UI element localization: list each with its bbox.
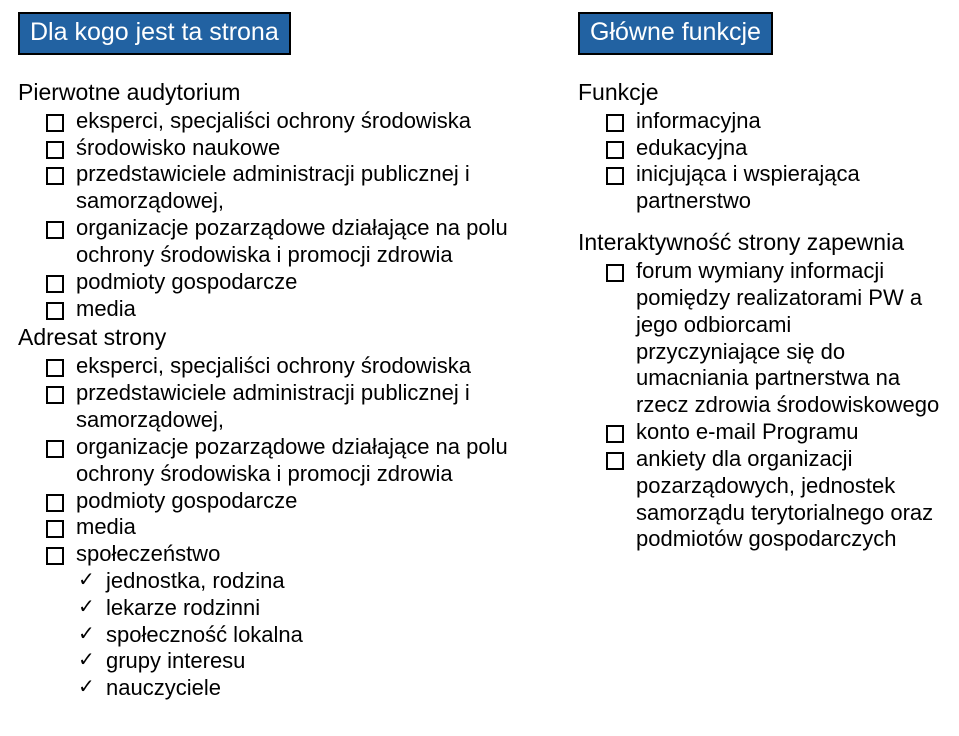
list-item: przedstawiciele administracji publicznej… — [46, 161, 548, 215]
list-item: eksperci, specjaliści ochrony środowiska — [46, 108, 548, 135]
list-item: przedstawiciele administracji publicznej… — [46, 380, 548, 434]
list-item: środowisko naukowe — [46, 135, 548, 162]
left-title-box: Dla kogo jest ta strona — [18, 12, 291, 55]
list-item: organizacje pozarządowe działające na po… — [46, 215, 548, 269]
left-list-1: eksperci, specjaliści ochrony środowiska… — [46, 108, 548, 323]
list-item: podmioty gospodarcze — [46, 269, 548, 296]
right-column: Główne funkcje Funkcje informacyjna eduk… — [578, 12, 941, 702]
list-item: informacyjna — [606, 108, 941, 135]
list-item: grupy interesu — [78, 648, 548, 675]
list-item: społeczność lokalna — [78, 622, 548, 649]
two-column-layout: Dla kogo jest ta strona Pierwotne audyto… — [18, 12, 941, 702]
list-item: eksperci, specjaliści ochrony środowiska — [46, 353, 548, 380]
list-item: lekarze rodzinni — [78, 595, 548, 622]
right-title-box: Główne funkcje — [578, 12, 773, 55]
list-item: media — [46, 296, 548, 323]
list-item: nauczyciele — [78, 675, 548, 702]
right-heading-1: Funkcje — [578, 79, 941, 106]
left-column: Dla kogo jest ta strona Pierwotne audyto… — [18, 12, 548, 702]
list-item: jednostka, rodzina — [78, 568, 548, 595]
list-item: forum wymiany informacji pomiędzy realiz… — [606, 258, 941, 419]
list-item: media — [46, 514, 548, 541]
left-heading-2: Adresat strony — [18, 324, 548, 351]
left-heading-1: Pierwotne audytorium — [18, 79, 548, 106]
right-heading-2: Interaktywność strony zapewnia — [578, 229, 941, 256]
right-list-2: forum wymiany informacji pomiędzy realiz… — [606, 258, 941, 553]
list-item: edukacyjna — [606, 135, 941, 162]
right-list-1: informacyjna edukacyjna inicjująca i wsp… — [606, 108, 941, 215]
list-item: społeczeństwo — [46, 541, 548, 568]
list-item: inicjująca i wspierająca partnerstwo — [606, 161, 941, 215]
list-item: podmioty gospodarcze — [46, 488, 548, 515]
list-item: ankiety dla organizacji pozarządowych, j… — [606, 446, 941, 553]
left-sublist: jednostka, rodzina lekarze rodzinni społ… — [78, 568, 548, 702]
list-item: konto e-mail Programu — [606, 419, 941, 446]
left-list-2: eksperci, specjaliści ochrony środowiska… — [46, 353, 548, 568]
list-item: organizacje pozarządowe działające na po… — [46, 434, 548, 488]
